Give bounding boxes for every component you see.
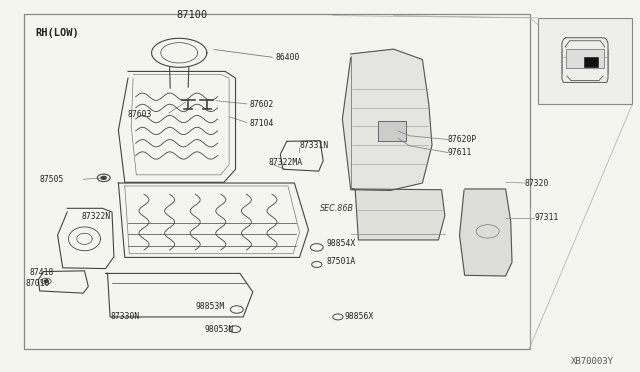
Text: RH(LOW): RH(LOW) — [35, 29, 79, 38]
Text: 86400: 86400 — [275, 53, 300, 62]
Text: 87322MA: 87322MA — [269, 158, 303, 167]
Text: 98854X: 98854X — [326, 239, 356, 248]
Text: 87331N: 87331N — [300, 141, 329, 150]
Polygon shape — [460, 189, 512, 276]
Circle shape — [44, 280, 48, 282]
Text: 87100: 87100 — [177, 10, 207, 20]
Text: 87602: 87602 — [250, 100, 274, 109]
Text: 87620P: 87620P — [448, 135, 477, 144]
Text: 87603: 87603 — [128, 110, 152, 119]
Text: 97611: 97611 — [448, 148, 472, 157]
Text: XB70003Y: XB70003Y — [572, 357, 614, 366]
Bar — [378, 121, 406, 141]
Text: 87322N: 87322N — [82, 212, 111, 221]
Text: 87010: 87010 — [26, 279, 50, 288]
Text: 98053N: 98053N — [205, 325, 234, 334]
Bar — [24, 14, 530, 349]
Text: 87104: 87104 — [250, 119, 274, 128]
Bar — [584, 57, 598, 67]
Text: 98853M: 98853M — [195, 302, 225, 311]
Bar — [538, 18, 632, 104]
Text: 98856X: 98856X — [344, 312, 374, 321]
Circle shape — [101, 176, 106, 179]
Text: 87501A: 87501A — [326, 257, 356, 266]
Bar — [566, 49, 604, 68]
Text: 87330N: 87330N — [110, 312, 140, 321]
Text: 87505: 87505 — [40, 175, 64, 184]
Text: 87418: 87418 — [29, 268, 54, 277]
Polygon shape — [352, 189, 445, 240]
Text: 87320: 87320 — [525, 179, 549, 187]
Polygon shape — [342, 49, 432, 190]
Text: 97311: 97311 — [534, 213, 559, 222]
Text: SEC.86B: SEC.86B — [320, 204, 354, 213]
